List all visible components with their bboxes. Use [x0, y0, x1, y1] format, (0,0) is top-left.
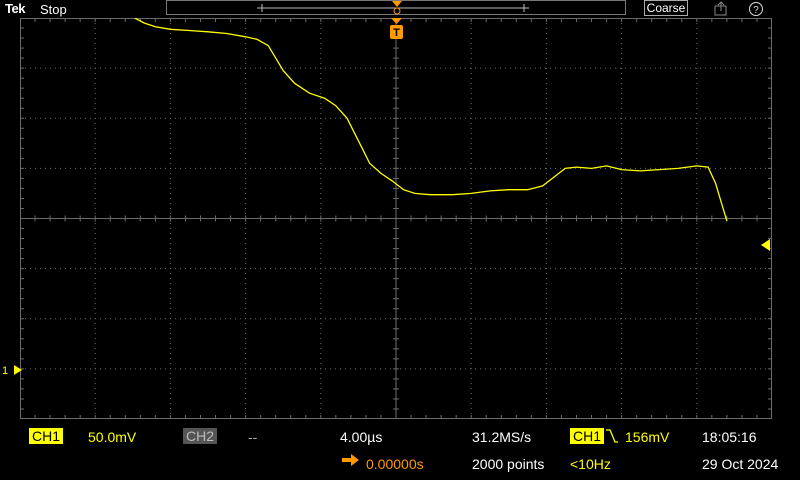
falling-edge-icon	[606, 429, 618, 443]
delay-arrow-icon	[342, 454, 359, 466]
trigger-marker: T	[389, 18, 404, 42]
sample-rate: 31.2MS/s	[472, 429, 532, 445]
export-icon[interactable]	[713, 1, 729, 17]
status-bar: Tek Stop Coarse ?	[0, 0, 800, 18]
trigger-marker-label: T	[393, 27, 400, 39]
trigger-frequency: <10Hz	[570, 456, 611, 472]
timebase[interactable]: 4.00µs	[340, 429, 383, 445]
coarse-mode-button[interactable]: Coarse	[644, 0, 688, 16]
ch1-waveform	[134, 18, 728, 222]
trigger-position-marker	[392, 1, 402, 7]
help-icon[interactable]: ?	[748, 1, 764, 17]
acquisition-state: Stop	[40, 2, 67, 17]
clock-date: 29 Oct 2024	[702, 456, 779, 472]
clock-time: 18:05:16	[702, 429, 757, 445]
ch2-scale: --	[248, 429, 258, 445]
trigger-source[interactable]: CH1	[570, 428, 605, 444]
waveform-display[interactable]	[20, 18, 772, 419]
record-length: 2000 points	[472, 456, 545, 472]
horizontal-delay[interactable]: 0.00000s	[366, 456, 424, 472]
svg-text:?: ?	[753, 5, 759, 16]
ch1-button[interactable]: CH1	[29, 428, 64, 444]
record-window-graphic	[257, 1, 529, 15]
ch2-button[interactable]: CH2	[183, 428, 218, 444]
trigger-level: 156mV	[625, 429, 670, 445]
record-view-bar[interactable]	[166, 0, 626, 15]
graticule	[20, 18, 772, 419]
brand-logo: Tek	[5, 1, 25, 16]
ch1-ground-marker[interactable]: 1	[2, 361, 23, 377]
ch1-marker-label: 1	[2, 365, 9, 377]
ch1-scale: 50.0mV	[88, 429, 137, 445]
trigger-level-marker[interactable]	[758, 238, 772, 252]
